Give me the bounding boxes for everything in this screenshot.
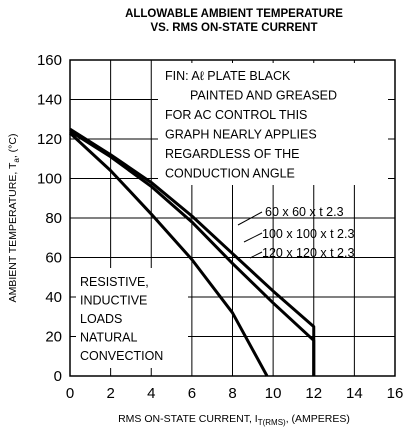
annotation: CONVECTION [80, 349, 163, 363]
annotation: GRAPH NEARLY APPLIES [165, 128, 317, 142]
leader-line [237, 211, 263, 226]
y-tick-label: 80 [45, 210, 62, 227]
annotation: REGARDLESS OF THE [165, 147, 300, 161]
y-tick-label: 100 [37, 171, 62, 188]
data-line [68, 131, 269, 377]
legend-label: 120 x 120 x t 2.3 [262, 246, 354, 260]
y-tick-label: 120 [37, 131, 62, 148]
y-tick-label: 140 [37, 92, 62, 109]
annotation: CONDUCTION ANGLE [165, 167, 295, 181]
x-tick-label: 12 [305, 385, 322, 402]
y-tick-label: 0 [54, 368, 62, 385]
annotation: INDUCTIVE [80, 294, 147, 308]
x-tick-label: 8 [228, 385, 236, 402]
data-line [69, 129, 316, 376]
annotation-background [76, 268, 188, 368]
data-line [69, 127, 316, 376]
x-tick-label: 10 [265, 385, 282, 402]
y-axis-label: AMBIENT TEMPERATURE, Ta, (°C) [7, 134, 21, 303]
leader-line [243, 232, 263, 243]
leader-line [249, 251, 263, 259]
annotation: FIN: Aℓ PLATE BLACK [165, 69, 291, 83]
x-tick-label: 16 [387, 385, 404, 402]
plot-frame [69, 59, 396, 377]
annotation: NATURAL [80, 331, 137, 345]
annotation: PAINTED AND GREASED [190, 89, 337, 103]
annotation: LOADS [80, 312, 122, 326]
x-tick-label: 0 [66, 385, 74, 402]
x-tick-label: 4 [147, 385, 155, 402]
x-axis-label: RMS ON-STATE CURRENT, IT(RMS), (AMPERES) [118, 413, 350, 427]
legend-label: 100 x 100 x t 2.3 [262, 227, 354, 241]
y-tick-label: 20 [45, 329, 62, 346]
y-tick-label: 160 [37, 52, 62, 69]
y-tick-label: 60 [45, 250, 62, 267]
legend-label: 60 x 60 x t 2.3 [265, 205, 344, 219]
annotation: FOR AC CONTROL THIS [165, 108, 307, 122]
x-tick-label: 6 [188, 385, 196, 402]
annotation: RESISTIVE, [80, 275, 149, 289]
y-tick-label: 40 [45, 289, 62, 306]
chart-title: VS. RMS ON-STATE CURRENT [151, 22, 318, 34]
chart-title: ALLOWABLE AMBIENT TEMPERATURE [125, 8, 343, 20]
x-tick-label: 14 [346, 385, 363, 402]
x-tick-label: 2 [106, 385, 114, 402]
annotation-background [158, 63, 388, 185]
